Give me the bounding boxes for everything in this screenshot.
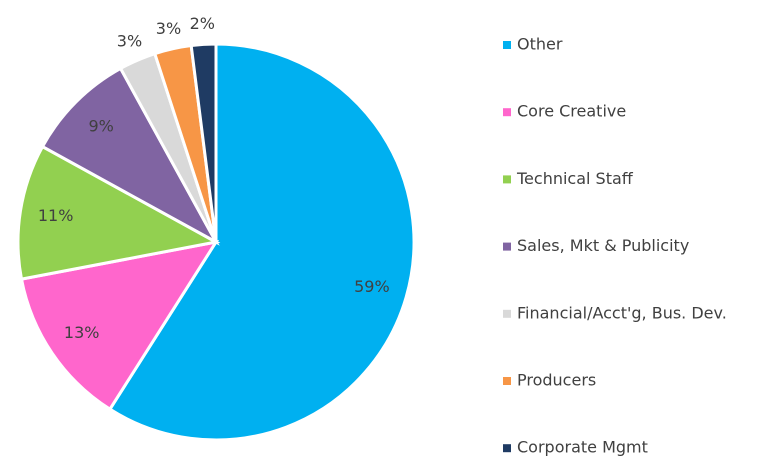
legend-label: Technical Staff <box>516 169 634 188</box>
legend-swatch <box>503 175 511 184</box>
data-label: 3% <box>117 32 142 51</box>
legend-swatch <box>503 444 511 453</box>
legend-swatch <box>503 41 511 49</box>
legend-swatch <box>503 309 511 318</box>
data-label: 11% <box>38 206 74 225</box>
legend-label: Producers <box>517 371 596 390</box>
legend-label: Other <box>517 35 563 54</box>
pie-slice <box>16 144 221 281</box>
legend-label: Corporate Mgmt <box>517 438 648 457</box>
data-label: 3% <box>156 19 181 38</box>
legend-swatch <box>503 242 511 251</box>
pie-slice <box>107 42 416 442</box>
pie-slice <box>40 66 220 246</box>
legend-label: Core Creative <box>517 102 626 121</box>
legend-label: Financial/Acct'g, Bus. Dev. <box>517 303 727 322</box>
legend-label: Sales, Mkt & Publicity <box>517 236 689 255</box>
data-label: 59% <box>354 277 390 296</box>
pie-slice <box>19 239 220 412</box>
legend-swatch <box>503 377 511 385</box>
legend-swatch <box>503 108 511 117</box>
data-label: 9% <box>88 117 113 136</box>
data-label: 13% <box>64 323 100 342</box>
pie-slice <box>189 42 218 243</box>
data-label: 2% <box>190 14 215 33</box>
